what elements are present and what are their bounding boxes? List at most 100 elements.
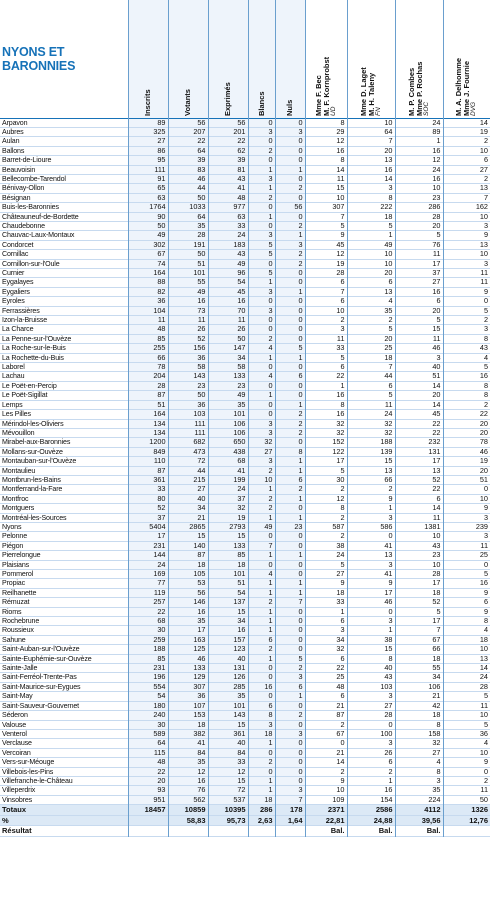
table-cell: 6 xyxy=(274,682,305,692)
commune-name: Nyons xyxy=(2,522,22,531)
table-cell: 2 xyxy=(442,776,490,786)
table-cell: 1 xyxy=(247,353,275,363)
table-cell: 3 xyxy=(346,183,395,194)
commune-name: La Roche-sur-le-Buis xyxy=(2,344,66,353)
table-cell: 46 xyxy=(442,447,490,457)
table-cell: 5 xyxy=(247,240,275,250)
commune-name: Montauban-sur-l'Ouvèze xyxy=(2,457,77,466)
table-cell: 23 xyxy=(167,381,208,391)
commune-name: Vers-sur-Méouge xyxy=(2,758,55,767)
candidate-4-label: M. A. Delhomme Mme J. Fournie DVG xyxy=(454,4,478,118)
table-cell: 5 xyxy=(304,466,347,476)
table-cell: 4 xyxy=(442,625,490,636)
table-cell: 40 xyxy=(346,663,395,673)
table-cell: 70 xyxy=(207,306,248,316)
table-cell: 2 xyxy=(304,767,347,777)
percent-cell xyxy=(127,815,168,826)
table-cell: 2 xyxy=(346,484,395,495)
table-cell: 951 xyxy=(127,795,168,805)
table-row: La Charce 48 26 26 0 0 3 5 15 3 xyxy=(0,324,490,335)
table-cell: 0 xyxy=(442,296,490,307)
table-cell: 13 xyxy=(346,466,395,476)
table-cell: 90 xyxy=(127,212,168,222)
table-cell: 9 xyxy=(304,776,347,786)
table-cell: 1 xyxy=(274,550,305,561)
table-cell: 0 xyxy=(274,118,305,128)
table-cell: 24 xyxy=(394,118,443,128)
header-candidate-2: Mme D. Laget M. H. Taleny FN xyxy=(346,0,395,118)
table-cell: 89 xyxy=(394,127,443,137)
table-cell: 0 xyxy=(442,767,490,777)
table-cell: 28 xyxy=(167,230,208,241)
table-cell: 33 xyxy=(207,221,248,231)
table-cell: 51 xyxy=(394,371,443,382)
table-cell: 589 xyxy=(127,729,168,739)
table-cell: 3 xyxy=(247,720,275,730)
table-cell: 16 xyxy=(442,578,490,589)
table-cell: 3 xyxy=(274,785,305,796)
table-cell: 16 xyxy=(304,146,347,156)
table-row: Curnier 164 101 96 5 0 28 20 37 11 xyxy=(0,268,490,278)
result-cell: Bal. xyxy=(346,825,395,837)
table-cell: 0 xyxy=(274,738,305,749)
table-cell: 11 xyxy=(394,513,443,523)
totals-label: Totaux xyxy=(0,804,128,816)
table-cell: 0 xyxy=(247,202,275,213)
table-row: Izon-la-Bruisse 11 11 11 0 0 2 2 5 2 xyxy=(0,315,490,325)
table-cell: 103 xyxy=(346,682,395,692)
table-cell: 5 xyxy=(442,362,490,372)
table-cell: 12 xyxy=(394,155,443,166)
table-cell: 10 xyxy=(442,212,490,222)
table-cell: 12 xyxy=(304,136,347,147)
commune-name: Chaudebonne xyxy=(2,221,45,230)
table-row: Sainte-Euphémie-sur-Ouvèze 85 46 40 1 5 6 8 18 13 xyxy=(0,654,490,664)
table-cell: 28 xyxy=(127,381,168,391)
table-cell: 0 xyxy=(247,672,275,683)
table-cell: 16 xyxy=(167,776,208,786)
table-row: Eyroles 36 16 16 0 0 6 4 6 0 xyxy=(0,296,490,307)
table-cell: 48 xyxy=(127,324,168,335)
table-cell: 7 xyxy=(274,795,305,805)
table-cell: 1 xyxy=(274,578,305,589)
table-cell: 382 xyxy=(167,729,208,739)
table-cell: 20 xyxy=(394,306,443,316)
table-cell: 1 xyxy=(274,287,305,297)
commune-name: La Penne-sur-l'Ouvèze xyxy=(2,334,72,343)
table-cell: 40 xyxy=(207,654,248,664)
table-cell: 35 xyxy=(207,691,248,702)
table-cell: 257 xyxy=(127,597,168,608)
table-row: Villefranche-le-Château 20 16 15 1 0 9 1 3 2 xyxy=(0,776,490,786)
table-cell: 2 xyxy=(247,494,275,504)
table-cell: 1 xyxy=(346,503,395,514)
table-cell: 6 xyxy=(304,691,347,702)
commune-name: Arpavon xyxy=(2,118,28,127)
table-cell: 36 xyxy=(167,400,208,410)
table-cell: 52 xyxy=(127,503,168,514)
percent-cell: 1,64 xyxy=(274,815,305,826)
result-cell xyxy=(442,825,490,837)
table-row: Venterol 589 382 361 18 3 67 100 158 36 xyxy=(0,729,490,739)
table-row: Montaulieu 87 44 41 2 1 5 13 13 20 xyxy=(0,466,490,476)
table-cell: 224 xyxy=(394,795,443,805)
table-cell: 2 xyxy=(346,767,395,777)
table-cell: 473 xyxy=(167,447,208,457)
table-cell: 22 xyxy=(304,663,347,673)
table-cell: 10 xyxy=(442,644,490,655)
table-cell: 10 xyxy=(442,710,490,720)
table-cell: 87 xyxy=(127,390,168,401)
table-cell: 11 xyxy=(167,315,208,325)
table-cell: 20 xyxy=(127,776,168,786)
table-cell: 9 xyxy=(442,607,490,617)
table-cell: 307 xyxy=(304,202,347,213)
table-cell: 96 xyxy=(207,268,248,278)
table-cell: 119 xyxy=(127,588,168,598)
table-cell: 0 xyxy=(247,362,275,372)
table-cell: 8 xyxy=(274,447,305,457)
table-cell: 5 xyxy=(394,607,443,617)
table-cell: 10 xyxy=(442,146,490,156)
table-cell: 2 xyxy=(247,597,275,608)
table-row: Piégon 231 140 133 7 0 38 41 43 11 xyxy=(0,541,490,551)
table-cell: 16 xyxy=(167,296,208,307)
table-cell: 259 xyxy=(127,635,168,645)
table-cell: 3 xyxy=(442,513,490,523)
